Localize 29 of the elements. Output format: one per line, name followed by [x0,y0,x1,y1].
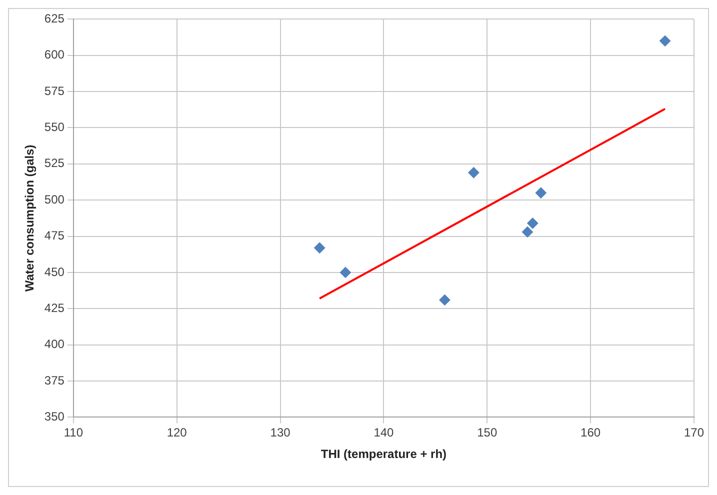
point [522,226,533,238]
x-tick-label: 120 [166,426,188,440]
y-tick-label: 500 [44,192,65,206]
point [660,35,671,46]
x-tick-label: 160 [580,426,601,440]
x-axis-title: THI (temperature + rh) [320,447,447,462]
y-tick-label: 450 [44,264,65,279]
y-tick-label: 550 [44,120,65,134]
y-tick-label: 625 [44,12,65,26]
point [468,167,480,178]
y-tick-label: 600 [44,48,65,62]
y-tick-label: 525 [44,156,65,170]
x-tick-label: 110 [64,426,84,440]
y-tick-label: 350 [44,410,65,424]
point [340,266,351,278]
x-tick-label: 150 [477,426,498,440]
y-tick-label: 425 [44,300,65,315]
x-tick-label: 170 [684,426,704,440]
y-tick-label: 475 [44,228,65,243]
y-axis-title: Water consumption (gals) [22,144,37,292]
point [439,294,450,306]
point [535,187,546,198]
y-tick-label: 400 [44,337,65,352]
x-tick-label: 130 [270,426,291,440]
point [527,218,538,229]
y-tick-label: 375 [44,373,65,388]
point [314,242,326,254]
y-tick-label: 575 [44,84,65,98]
x-tick-label: 140 [374,426,394,440]
